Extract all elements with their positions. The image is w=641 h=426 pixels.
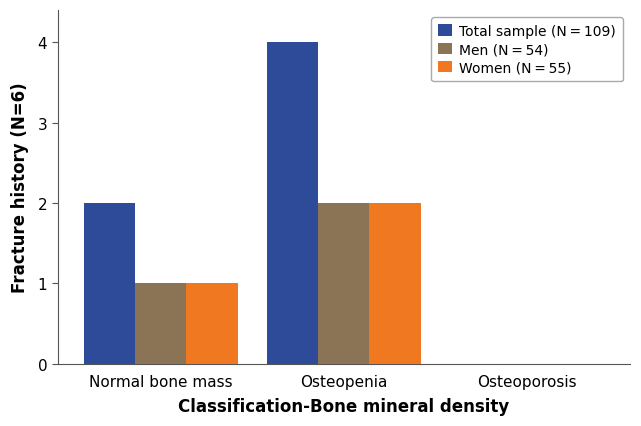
Legend: Total sample (N = 109), Men (N = 54), Women (N = 55): Total sample (N = 109), Men (N = 54), Wo…: [431, 18, 623, 82]
Y-axis label: Fracture history (N=6): Fracture history (N=6): [11, 83, 29, 293]
X-axis label: Classification-Bone mineral density: Classification-Bone mineral density: [178, 397, 510, 415]
Bar: [83, 204, 135, 364]
Bar: [135, 284, 186, 364]
Bar: [369, 204, 420, 364]
Bar: [267, 43, 318, 364]
Bar: [186, 284, 238, 364]
Bar: [318, 204, 369, 364]
